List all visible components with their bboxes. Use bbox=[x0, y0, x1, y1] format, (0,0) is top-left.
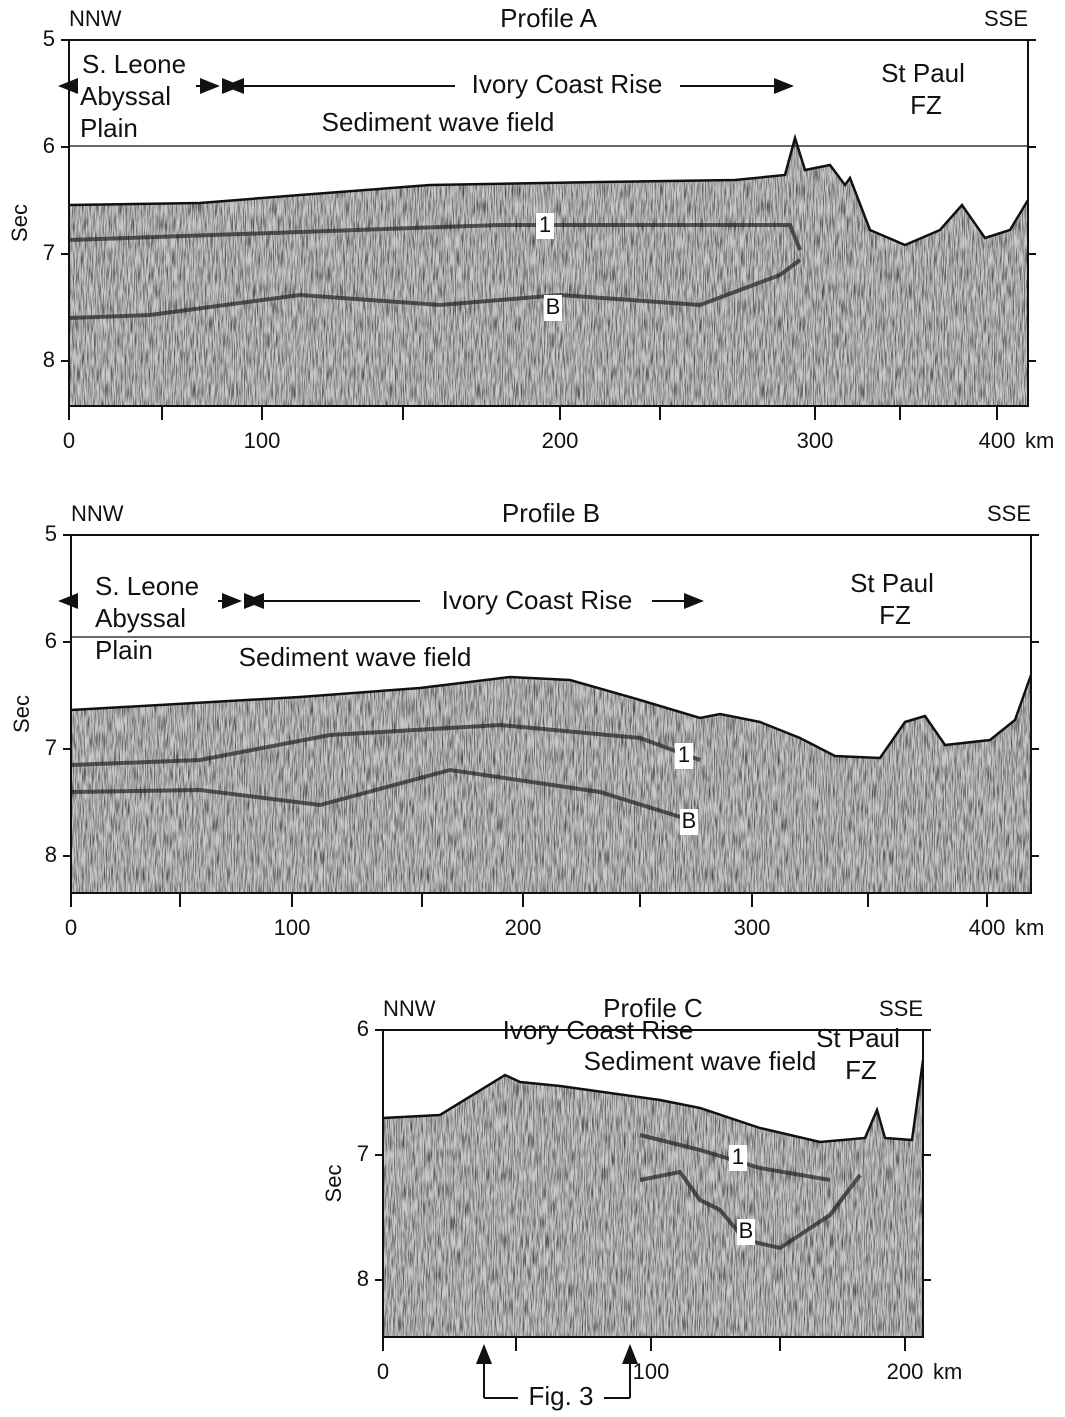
y-tick-label: 5 bbox=[45, 521, 57, 546]
y-tick-label: 8 bbox=[43, 347, 55, 372]
annotation-box bbox=[737, 1219, 755, 1245]
annotation: B bbox=[546, 294, 561, 319]
annotation: FZ bbox=[879, 600, 911, 630]
x-tick-label: 300 bbox=[797, 428, 834, 453]
x-tick-label: 200 bbox=[887, 1359, 924, 1384]
annotation: St Paul bbox=[881, 58, 965, 88]
annotation: Plain bbox=[80, 113, 138, 143]
y-tick-label: 8 bbox=[45, 842, 57, 867]
direction-right: SSE bbox=[879, 996, 923, 1021]
reflector bbox=[70, 722, 701, 767]
fig3-label: Fig. 3 bbox=[528, 1381, 593, 1411]
reflector bbox=[68, 258, 802, 320]
annotation-box bbox=[729, 1145, 747, 1171]
x-tick-label: 300 bbox=[734, 915, 771, 940]
x-tick-label: 100 bbox=[274, 915, 311, 940]
x-tick-label: 100 bbox=[244, 428, 281, 453]
y-tick-label: 5 bbox=[43, 26, 55, 51]
profile-title: Profile A bbox=[500, 3, 597, 33]
y-tick-label: 6 bbox=[43, 133, 55, 158]
annotation: B bbox=[739, 1218, 754, 1243]
direction-right: SSE bbox=[987, 501, 1031, 526]
profile-title: Profile C bbox=[603, 993, 703, 1023]
seismic-grain bbox=[69, 138, 1028, 406]
annotation: Sediment wave field bbox=[584, 1046, 817, 1076]
x-unit: km bbox=[1025, 428, 1054, 453]
profile-panel: Profile A NNW SSE Sec 5 6 7 8 0 100 200 300 400 km S. … bbox=[7, 3, 1055, 453]
y-axis-label: Sec bbox=[9, 695, 34, 733]
annotation: FZ bbox=[845, 1055, 877, 1085]
y-tick-label: 7 bbox=[45, 735, 57, 760]
seafloor bbox=[70, 674, 1033, 760]
fig3-bracket bbox=[476, 1344, 638, 1399]
annotation: S. Leone bbox=[82, 49, 186, 79]
y-axis-label: Sec bbox=[321, 1165, 346, 1203]
x-tick-label: 400 bbox=[969, 915, 1006, 940]
annotation-box bbox=[536, 213, 554, 239]
y-tick-label: 7 bbox=[43, 240, 55, 265]
profile-panel: Profile C NNW SSE Sec 6 7 8 0 100 200 km Ivory Coas… bbox=[321, 993, 963, 1384]
y-tick-label: 7 bbox=[357, 1141, 369, 1166]
frame bbox=[382, 1029, 924, 1338]
annotation: Plain bbox=[95, 635, 153, 665]
x-tick-label: 200 bbox=[542, 428, 579, 453]
reflector bbox=[70, 767, 691, 822]
x-tick-label: 0 bbox=[377, 1359, 389, 1384]
profile-panel: Profile B NNW SSE Sec 5 6 7 8 0 100 200 300 400 km S. … bbox=[9, 498, 1045, 940]
direction-left: NNW bbox=[71, 501, 124, 526]
annotation: 1 bbox=[732, 1144, 744, 1169]
annotation: Sediment wave field bbox=[239, 642, 472, 672]
annotation: Ivory Coast Rise bbox=[442, 585, 633, 615]
x-tick-label: 100 bbox=[633, 1359, 670, 1384]
annotation-box bbox=[680, 809, 698, 835]
annotation: Abyssal bbox=[80, 81, 171, 111]
direction-right: SSE bbox=[984, 6, 1028, 31]
seafloor bbox=[382, 1059, 925, 1144]
seafloor bbox=[68, 133, 1030, 247]
annotation: S. Leone bbox=[95, 571, 199, 601]
annotation-box bbox=[675, 743, 693, 769]
annotation: St Paul bbox=[816, 1023, 900, 1053]
annotation: 1 bbox=[539, 212, 551, 237]
reflector bbox=[639, 1169, 862, 1251]
profile-title: Profile B bbox=[502, 498, 600, 528]
x-tick-label: 400 bbox=[979, 428, 1016, 453]
seismic-grain bbox=[383, 1060, 923, 1337]
annotation: FZ bbox=[910, 90, 942, 120]
direction-left: NNW bbox=[69, 6, 122, 31]
annotation-box bbox=[544, 295, 562, 321]
annotation: Ivory Coast Rise bbox=[503, 1015, 694, 1045]
annotation: Sediment wave field bbox=[322, 107, 555, 137]
annotation: Abyssal bbox=[95, 603, 186, 633]
x-tick-label: 0 bbox=[63, 428, 75, 453]
x-tick-label: 0 bbox=[65, 915, 77, 940]
x-unit: km bbox=[933, 1359, 962, 1384]
y-tick-label: 6 bbox=[357, 1016, 369, 1041]
y-tick-label: 6 bbox=[45, 628, 57, 653]
reflector bbox=[68, 223, 802, 251]
x-tick-label: 200 bbox=[505, 915, 542, 940]
y-axis-label: Sec bbox=[7, 204, 32, 242]
y-tick-label: 8 bbox=[357, 1266, 369, 1291]
frame bbox=[68, 39, 1029, 407]
annotation: St Paul bbox=[850, 568, 934, 598]
annotation: B bbox=[682, 808, 697, 833]
direction-left: NNW bbox=[383, 996, 436, 1021]
annotation: Ivory Coast Rise bbox=[472, 69, 663, 99]
frame bbox=[70, 534, 1032, 894]
x-unit: km bbox=[1015, 915, 1044, 940]
annotation: 1 bbox=[678, 742, 690, 767]
